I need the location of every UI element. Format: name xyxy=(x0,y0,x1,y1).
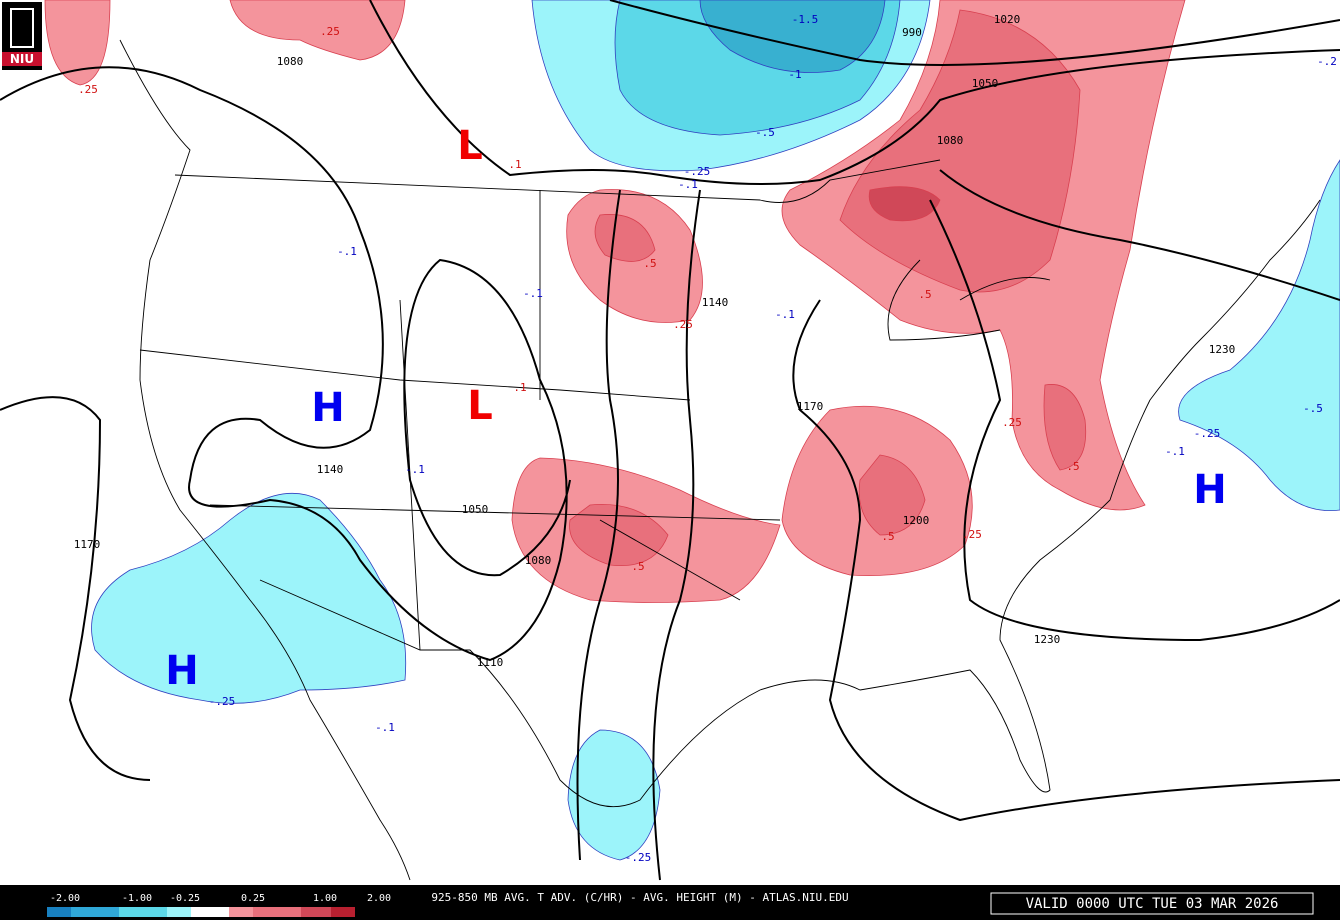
legend-colors xyxy=(47,907,355,917)
logo-building xyxy=(10,8,34,48)
legend-swatch xyxy=(191,907,229,917)
height-label: 990 xyxy=(902,26,922,39)
advection-label: .1 xyxy=(508,158,521,171)
height-label: 1170 xyxy=(797,400,824,413)
advection-label: .25 xyxy=(673,318,693,331)
logo-text: NIU xyxy=(2,52,42,66)
advection-label: .25 xyxy=(320,25,340,38)
height-label: 1140 xyxy=(317,463,344,476)
advection-label: .25 xyxy=(78,83,98,96)
height-contours xyxy=(0,0,1340,881)
advection-label: .5 xyxy=(643,257,656,270)
advection-label: -.1 xyxy=(775,308,795,321)
legend-swatch xyxy=(301,907,331,917)
valid-box xyxy=(990,892,1314,915)
height-label: 1080 xyxy=(277,55,304,68)
height-label: 1230 xyxy=(1034,633,1061,646)
pressure-center: H xyxy=(311,385,344,431)
advection-label: .25 xyxy=(962,528,982,541)
advection-label: -.25 xyxy=(684,165,711,178)
pressure-center: L xyxy=(457,123,483,169)
pressure-center: H xyxy=(1193,467,1226,513)
legend-tick-label: 0.25 xyxy=(241,893,265,904)
legend-tick-label: 2.00 xyxy=(367,893,391,904)
valid-time: VALID 0000 UTC TUE 03 MAR 2026 xyxy=(1026,896,1279,912)
advection-label: -.1 xyxy=(523,287,543,300)
advection-label: -.1 xyxy=(1165,445,1185,458)
height-label: 1230 xyxy=(1209,343,1236,356)
advection-label: -.1 xyxy=(678,178,698,191)
height-label: 1050 xyxy=(462,503,489,516)
legend-tick-label: 1.00 xyxy=(313,893,337,904)
advection-label: -.2 xyxy=(1317,55,1337,68)
cold-advection-strong xyxy=(614,0,901,136)
advection-label: -.25 xyxy=(625,851,652,864)
advection-label: -.5 xyxy=(755,126,775,139)
advection-label: .5 xyxy=(881,530,894,543)
legend-swatch xyxy=(331,907,355,917)
height-label: 1170 xyxy=(74,538,101,551)
legend-swatch xyxy=(167,907,191,917)
advection-label: -1.5 xyxy=(792,13,819,26)
pressure-center: H xyxy=(165,648,198,694)
height-label: 1080 xyxy=(937,134,964,147)
advection-label: .5 xyxy=(631,560,644,573)
legend-tick-label: -0.25 xyxy=(170,893,200,904)
advection-label: -1 xyxy=(788,68,801,81)
height-label: 1050 xyxy=(972,77,999,90)
legend-swatch xyxy=(119,907,167,917)
advection-label: .25 xyxy=(1002,416,1022,429)
legend-tick-label: -2.00 xyxy=(50,893,80,904)
height-label: 1110 xyxy=(477,656,504,669)
advection-label: .1 xyxy=(513,381,526,394)
legend-swatch xyxy=(71,907,119,917)
footer-title: 925-850 MB AVG. T ADV. (C/HR) - AVG. HEI… xyxy=(431,891,848,904)
legend-swatch xyxy=(229,907,253,917)
legend-tick-label: -1.00 xyxy=(122,893,152,904)
advection-label: -.1 xyxy=(405,463,425,476)
advection-label: -.1 xyxy=(375,721,395,734)
advection-label: -.1 xyxy=(337,245,357,258)
pressure-center: L xyxy=(467,383,493,429)
logo: NIU xyxy=(2,2,42,70)
height-label: 1080 xyxy=(525,554,552,567)
height-label: 1020 xyxy=(994,13,1021,26)
advection-label: -.5 xyxy=(1303,402,1323,415)
advection-label: .5 xyxy=(918,288,931,301)
legend-swatch xyxy=(253,907,301,917)
advection-label: .5 xyxy=(1066,460,1079,473)
advection-label: -.25 xyxy=(209,695,236,708)
advection-label: -.25 xyxy=(1194,427,1221,440)
height-label: 1140 xyxy=(702,296,729,309)
height-label: 1200 xyxy=(903,514,930,527)
legend-swatch xyxy=(47,907,71,917)
geography xyxy=(119,39,1321,881)
